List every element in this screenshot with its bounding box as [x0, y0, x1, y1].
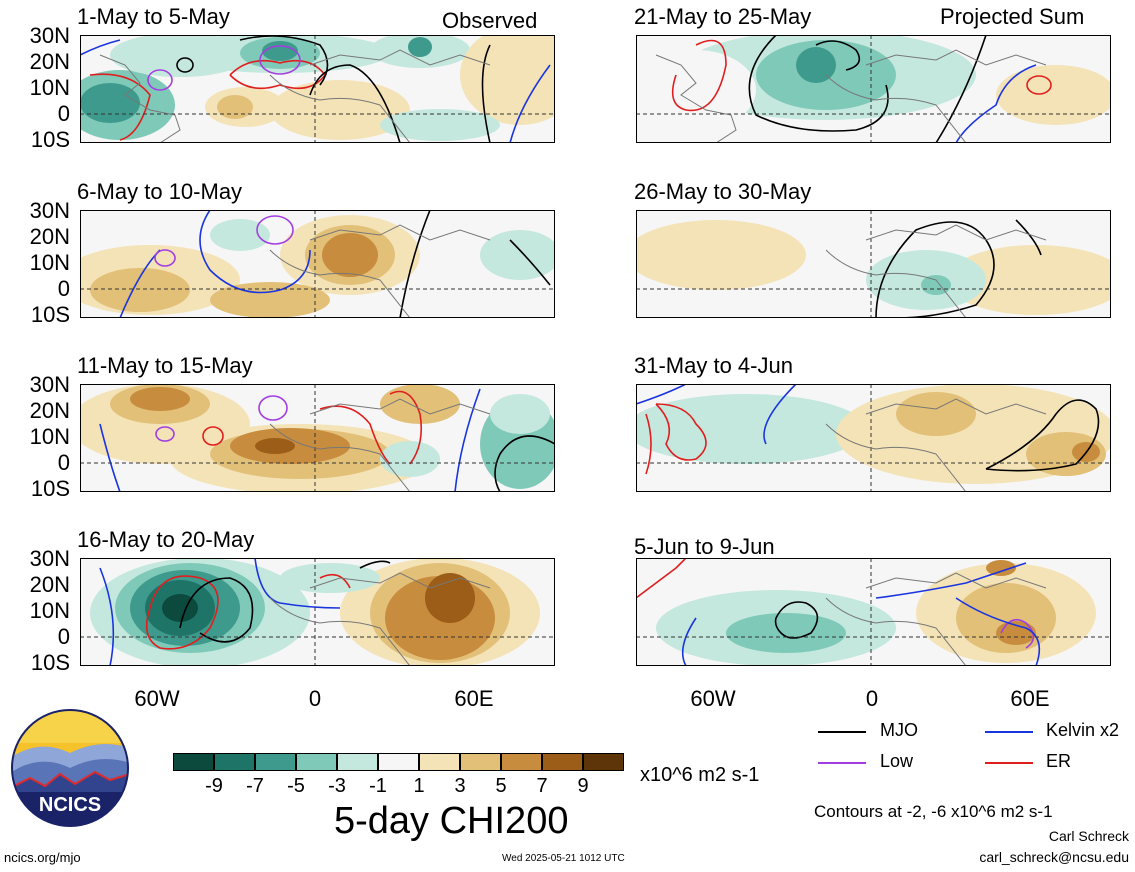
map-panel-2 [80, 210, 555, 318]
colorbar-box [542, 753, 583, 771]
colorbar-box [296, 753, 337, 771]
lat-label: 20N [29, 49, 70, 74]
legend-er-line [985, 762, 1033, 764]
logo-text: NCICS [39, 794, 101, 816]
lat-label: 10S [30, 650, 70, 675]
legend-kelvin-label: Kelvin x2 [1046, 720, 1120, 740]
panel-label-projected: Projected Sum [940, 4, 1085, 29]
colorbar-box [460, 753, 501, 771]
legend-er-label: ER [1046, 751, 1072, 771]
panel-title: 5-Jun to 9-Jun [634, 534, 775, 559]
colorbar-box [173, 753, 214, 771]
footer-email[interactable]: carl_schreck@ncsu.edu [979, 849, 1129, 865]
legend-low-line [818, 762, 866, 764]
map-panel-1 [80, 35, 555, 143]
colorbar-title: 5-day CHI200 [334, 800, 569, 842]
lon-label: 60E [1010, 686, 1050, 711]
lon-label: 0 [308, 686, 322, 711]
footer-author: Carl Schreck [1048, 828, 1129, 844]
colorbar-units: x10^6 m2 s-1 [640, 764, 760, 786]
ncics-logo: NCICS [10, 708, 130, 828]
panel-title: 26-May to 30-May [634, 179, 812, 204]
panel-title: 16-May to 20-May [77, 527, 255, 552]
colorbar-box [419, 753, 460, 771]
colorbar-tick: 9 [577, 775, 589, 797]
colorbar-box [378, 753, 419, 771]
lat-label: 20N [29, 224, 70, 249]
panel-title: 21-May to 25-May [634, 4, 812, 29]
lon-label: 60W [690, 686, 736, 711]
panel-title: 6-May to 10-May [77, 179, 243, 204]
colorbar-box [583, 753, 624, 771]
colorbar-tick: -7 [246, 775, 264, 797]
legend-mjo-label: MJO [880, 720, 918, 740]
map-panel-8 [636, 558, 1111, 666]
map-panel-4 [80, 558, 555, 666]
footer-timestamp: Wed 2025-05-21 1012 UTC [502, 853, 625, 864]
lon-label: 60W [134, 686, 180, 711]
lon-label: 0 [865, 686, 879, 711]
lon-label: 60E [454, 686, 494, 711]
colorbar-box [501, 753, 542, 771]
lat-label: 0 [57, 276, 70, 301]
panel-title: 1-May to 5-May [77, 4, 230, 29]
lat-label: 10N [29, 250, 70, 275]
lat-label: 0 [57, 450, 70, 475]
colorbar-tick: 3 [454, 775, 466, 797]
map-panel-3 [80, 384, 555, 492]
lat-label: 10N [29, 598, 70, 623]
lat-label: 30N [29, 546, 70, 571]
colorbar-tick: 1 [413, 775, 425, 797]
legend-mjo-line [818, 731, 866, 733]
footer-url[interactable]: ncics.org/mjo [4, 850, 81, 865]
panel-title: 11-May to 15-May [77, 353, 253, 378]
colorbar-box [337, 753, 378, 771]
panel-label-observed: Observed [442, 8, 538, 33]
lat-label: 20N [29, 572, 70, 597]
colorbar-tick: -1 [369, 775, 387, 797]
colorbar-box [255, 753, 296, 771]
lat-label: 30N [29, 23, 70, 48]
lat-label: 30N [29, 198, 70, 223]
colorbar-box [214, 753, 255, 771]
panel-title: 31-May to 4-Jun [634, 353, 793, 378]
colorbar-tick: 5 [495, 775, 507, 797]
lat-label: 10N [29, 424, 70, 449]
legend-low-label: Low [880, 751, 914, 771]
legend-kelvin-line [985, 731, 1033, 733]
map-panel-6 [636, 210, 1111, 318]
colorbar-tick: -3 [328, 775, 346, 797]
lat-label: 10N [29, 75, 70, 100]
lat-label: 10S [30, 127, 70, 152]
lat-label: 20N [29, 398, 70, 423]
lat-label: 10S [30, 302, 70, 327]
lat-label: 0 [57, 101, 70, 126]
contours-note: Contours at -2, -6 x10^6 m2 s-1 [814, 802, 1053, 821]
colorbar-tick: 7 [536, 775, 548, 797]
lat-label: 30N [29, 372, 70, 397]
lat-label: 0 [57, 624, 70, 649]
map-panel-7 [636, 384, 1111, 492]
map-panel-5 [636, 35, 1111, 143]
colorbar-tick: -5 [287, 775, 305, 797]
colorbar-tick: -9 [205, 775, 223, 797]
lat-label: 10S [30, 476, 70, 501]
